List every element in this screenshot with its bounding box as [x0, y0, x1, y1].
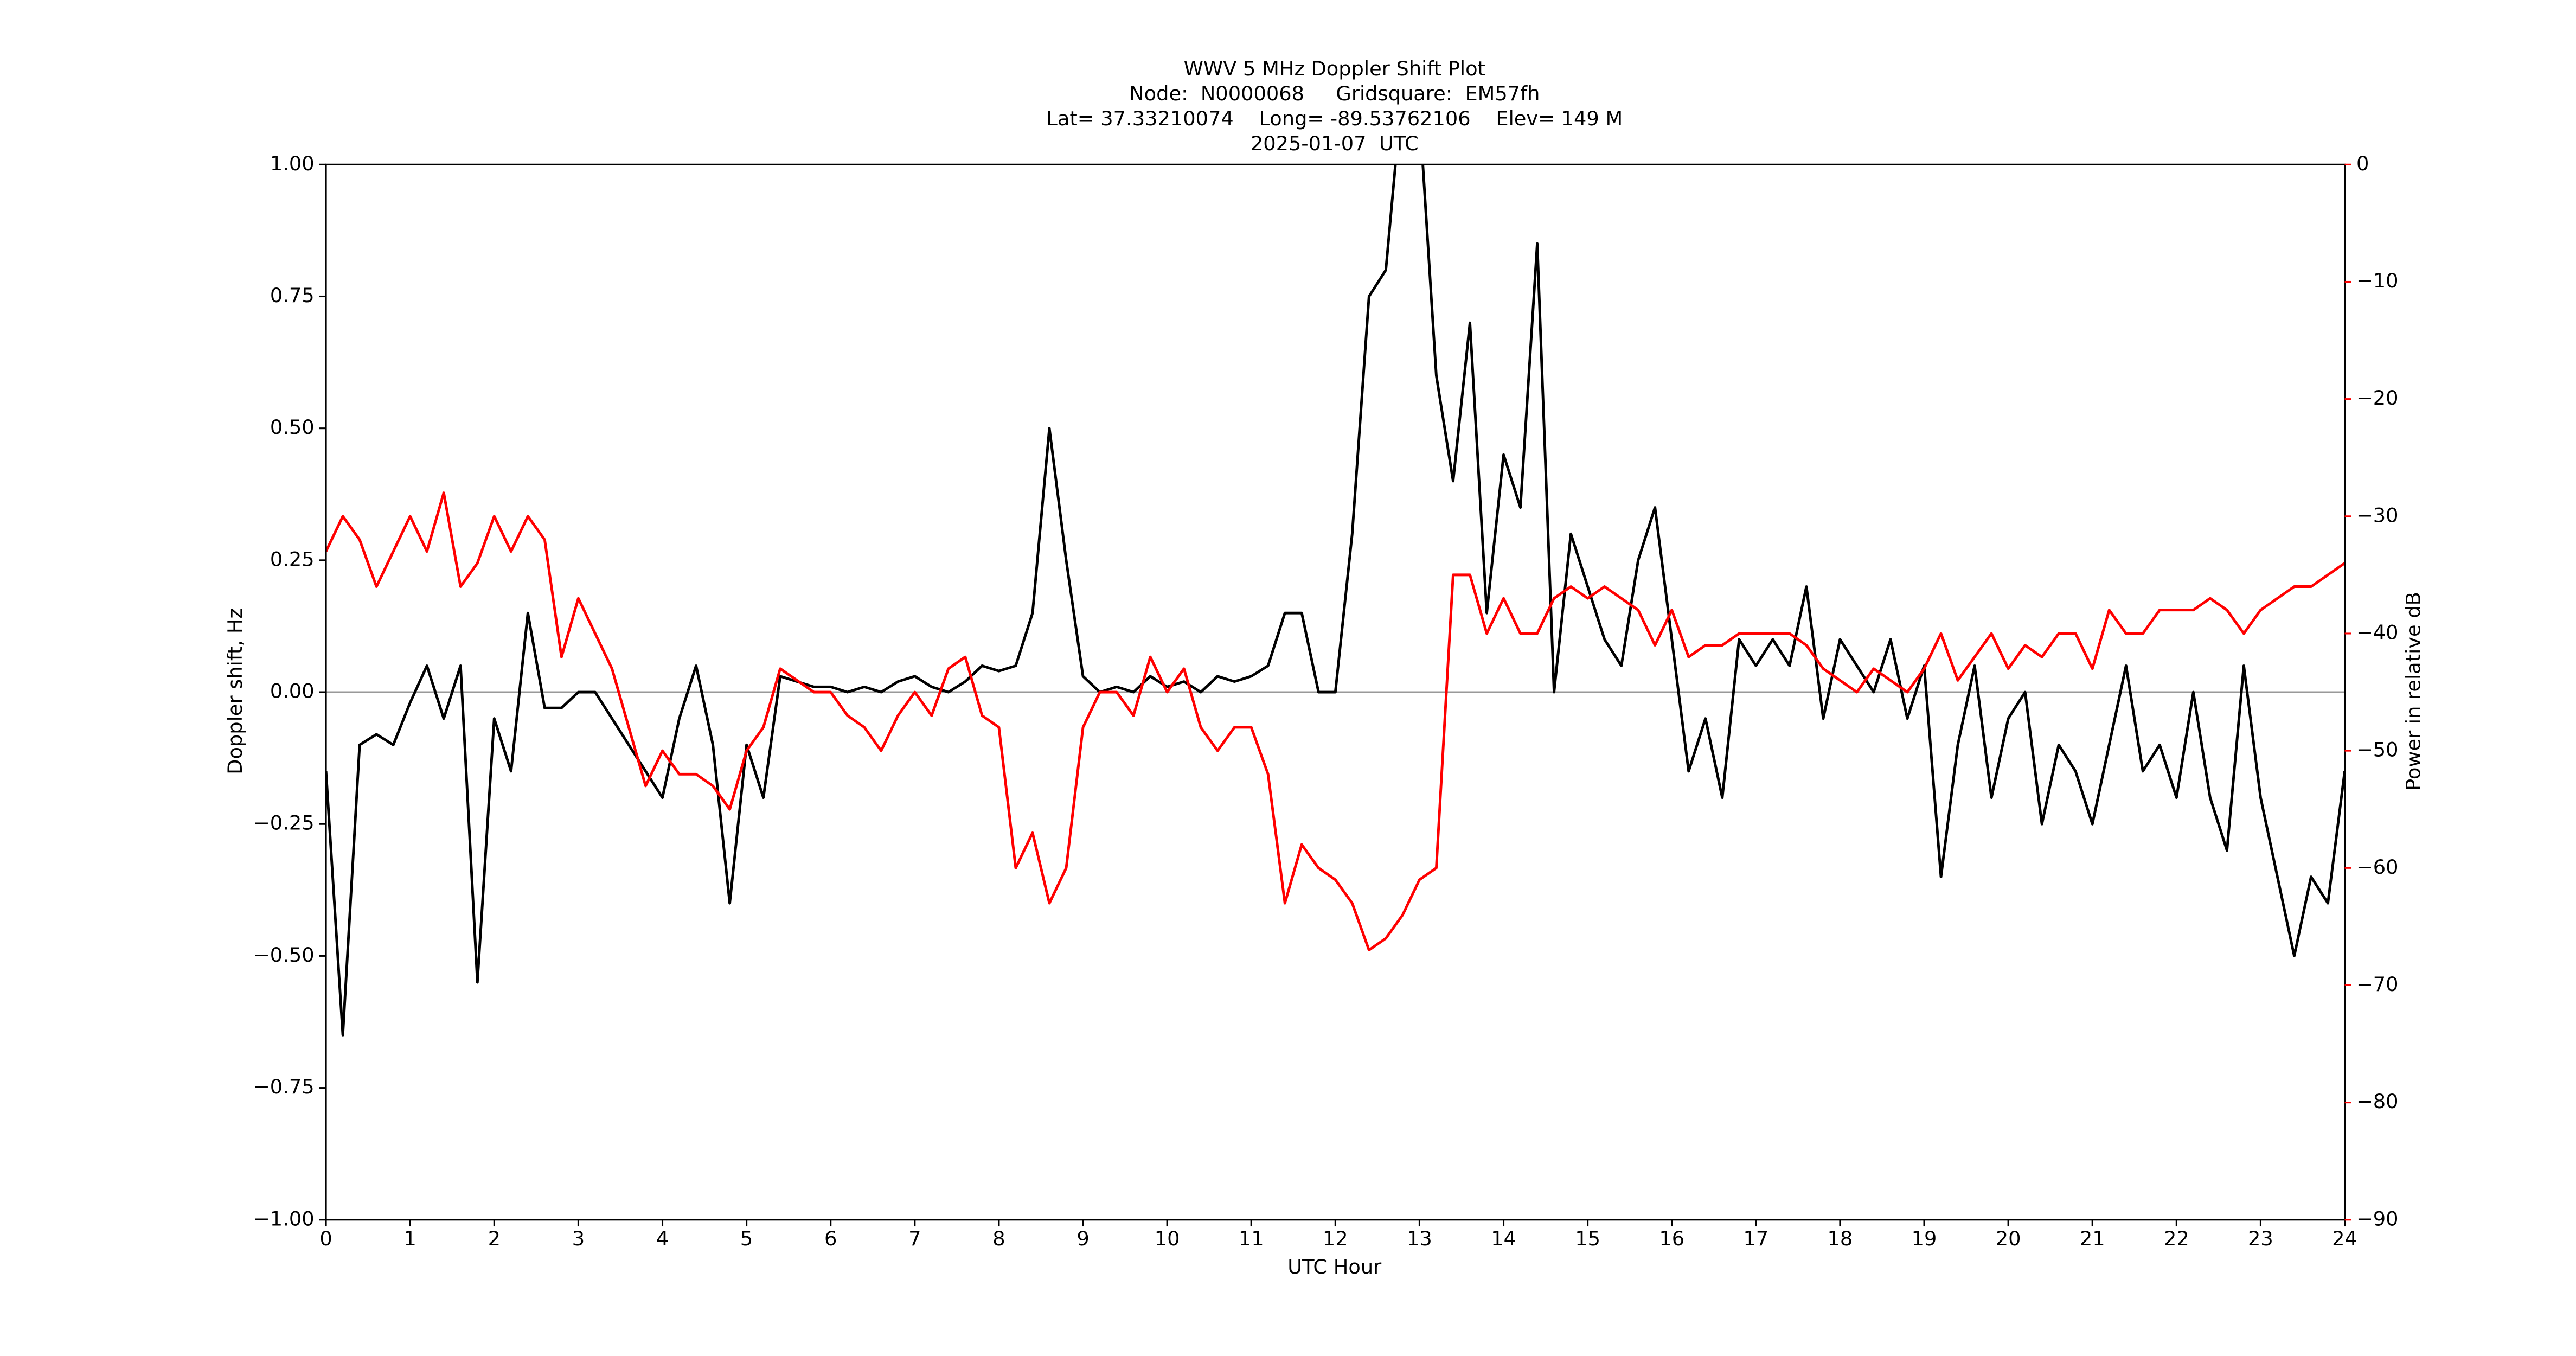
- y2-axis-label: Power in relative dB: [2402, 592, 2425, 791]
- y-tick-label: 1.00: [270, 152, 315, 175]
- y-tick-label: −0.75: [253, 1075, 315, 1098]
- x-tick-label: 21: [2080, 1227, 2105, 1250]
- title-line: Lat= 37.33210074 Long= -89.53762106 Elev…: [1046, 107, 1623, 130]
- y-tick-label: 0.00: [270, 680, 315, 703]
- x-tick-label: 0: [319, 1227, 332, 1250]
- x-tick-label: 10: [1155, 1227, 1180, 1250]
- x-tick-label: 4: [656, 1227, 669, 1250]
- title-line: 2025-01-07 UTC: [1251, 132, 1419, 155]
- x-tick-label: 18: [1828, 1227, 1853, 1250]
- y2-tick-label: −10: [2356, 269, 2399, 292]
- title-line: WWV 5 MHz Doppler Shift Plot: [1184, 57, 1485, 80]
- series-line: [326, 164, 2345, 1037]
- y2-tick-label: −80: [2356, 1090, 2399, 1113]
- y-axis-label: Doppler shift, Hz: [223, 608, 247, 775]
- x-tick-label: 11: [1239, 1227, 1264, 1250]
- plot-frame: [325, 163, 2346, 1221]
- x-tick-label: 24: [2332, 1227, 2357, 1250]
- y-tick-label: −0.50: [253, 943, 315, 967]
- x-tick-label: 23: [2248, 1227, 2273, 1250]
- series-line: [326, 491, 2345, 952]
- y2-tick-label: 0: [2356, 152, 2369, 175]
- x-tick-label: 7: [908, 1227, 921, 1250]
- x-tick-label: 2: [488, 1227, 501, 1250]
- x-tick-label: 5: [740, 1227, 753, 1250]
- y2-tick-label: −60: [2356, 855, 2399, 879]
- x-tick-label: 20: [1996, 1227, 2021, 1250]
- y-tick-label: 0.25: [270, 547, 315, 571]
- x-tick-label: 6: [824, 1227, 837, 1250]
- y2-tick-label: −90: [2356, 1207, 2399, 1230]
- x-tick-label: 13: [1407, 1227, 1432, 1250]
- x-tick-label: 22: [2164, 1227, 2189, 1250]
- y2-tick-label: −70: [2356, 973, 2399, 996]
- y-tick-label: 0.50: [270, 415, 315, 439]
- x-tick-label: 3: [572, 1227, 585, 1250]
- x-tick-label: 15: [1575, 1227, 1600, 1250]
- y-tick-label: −0.25: [253, 811, 315, 835]
- x-tick-label: 1: [404, 1227, 416, 1250]
- y2-tick-label: −40: [2356, 621, 2399, 644]
- x-tick-label: 12: [1323, 1227, 1348, 1250]
- title-line: Node: N0000068 Gridsquare: EM57fh: [1129, 82, 1540, 105]
- x-tick-label: 8: [992, 1227, 1005, 1250]
- x-tick-label: 16: [1659, 1227, 1684, 1250]
- y2-tick-label: −20: [2356, 386, 2399, 410]
- x-tick-label: 17: [1743, 1227, 1768, 1250]
- x-axis-label: UTC Hour: [1287, 1255, 1382, 1278]
- x-tick-label: 9: [1076, 1227, 1089, 1250]
- x-tick-label: 19: [1912, 1227, 1937, 1250]
- y-tick-label: 0.75: [270, 284, 315, 307]
- x-tick-label: 14: [1491, 1227, 1516, 1250]
- y2-tick-label: −30: [2356, 503, 2399, 527]
- y2-tick-label: −50: [2356, 738, 2399, 762]
- y-tick-label: −1.00: [253, 1207, 315, 1230]
